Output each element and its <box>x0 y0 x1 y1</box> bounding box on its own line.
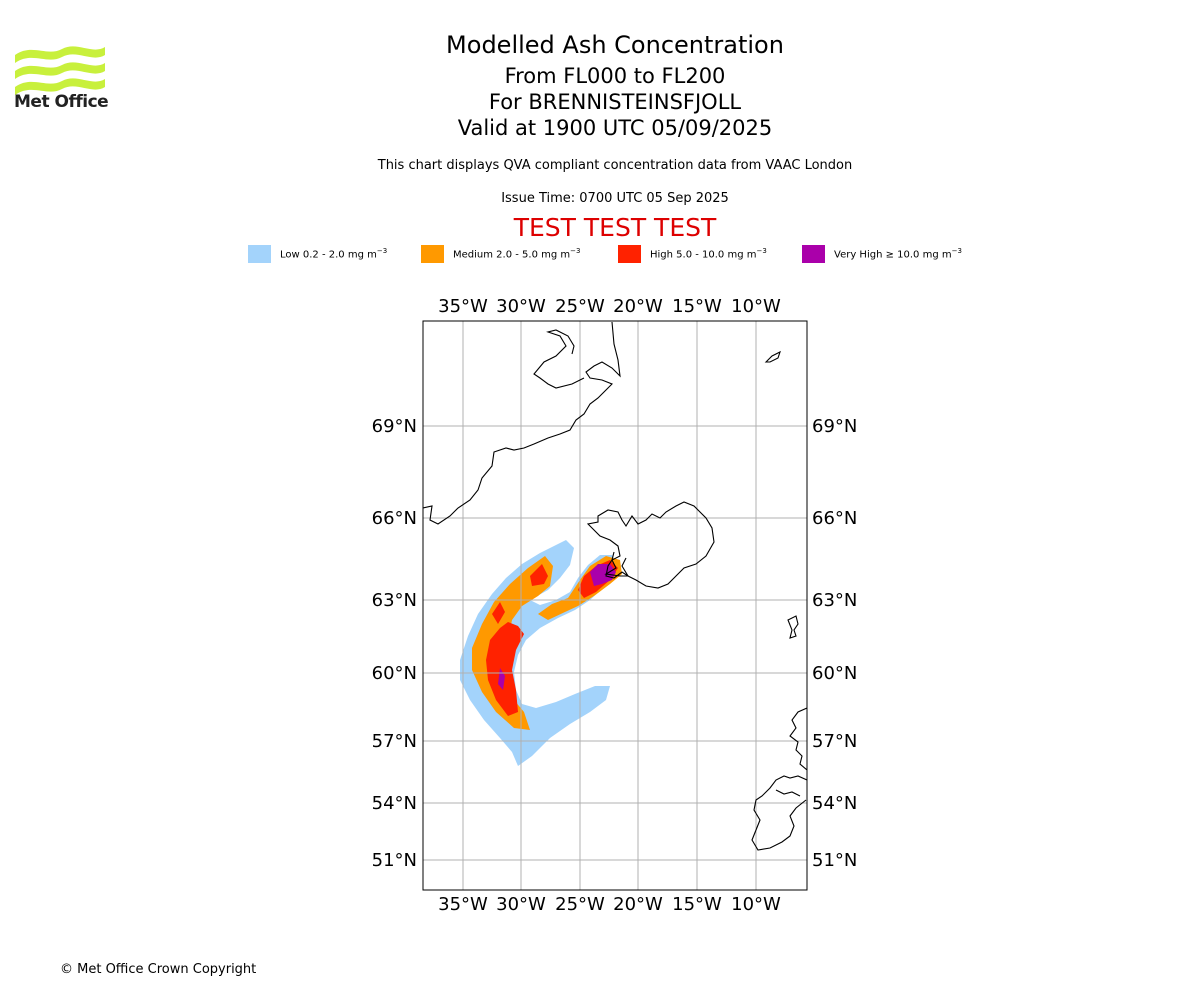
map-frame <box>423 321 807 890</box>
lat-ticks-left: 69°N 66°N 63°N 60°N 57°N 54°N 51°N <box>372 416 417 871</box>
lat-tick-right: 57°N <box>812 731 857 752</box>
lon-tick-bottom: 10°W <box>731 894 781 915</box>
lon-tick-top: 10°W <box>731 296 781 317</box>
scotland-coast <box>790 708 807 770</box>
lon-tick-top: 35°W <box>438 296 488 317</box>
lat-ticks-right: 69°N 66°N 63°N 60°N 57°N 54°N 51°N <box>812 416 857 871</box>
lat-tick-right: 66°N <box>812 508 857 529</box>
lat-tick-left: 51°N <box>372 850 417 871</box>
lon-tick-bottom: 25°W <box>555 894 605 915</box>
lon-ticks-bottom: 35°W 30°W 25°W 20°W 15°W 10°W <box>438 894 781 915</box>
lon-tick-top: 30°W <box>496 296 546 317</box>
lat-tick-left: 69°N <box>372 416 417 437</box>
lon-tick-bottom: 35°W <box>438 894 488 915</box>
lon-tick-top: 20°W <box>613 296 663 317</box>
map-gridlines <box>423 321 807 890</box>
copyright-notice: © Met Office Crown Copyright <box>60 962 256 977</box>
lon-tick-top: 15°W <box>672 296 722 317</box>
lon-ticks-top: 35°W 30°W 25°W 20°W 15°W 10°W <box>438 296 781 317</box>
lat-tick-right: 63°N <box>812 590 857 611</box>
lon-tick-top: 25°W <box>555 296 605 317</box>
ash-map: 35°W 30°W 25°W 20°W 15°W 10°W 35°W 30°W … <box>0 0 1200 1000</box>
lat-tick-right: 69°N <box>812 416 857 437</box>
lat-tick-left: 57°N <box>372 731 417 752</box>
lat-tick-left: 63°N <box>372 590 417 611</box>
jan-mayen <box>766 352 780 362</box>
coastlines <box>423 322 807 850</box>
lon-tick-bottom: 15°W <box>672 894 722 915</box>
lon-tick-bottom: 20°W <box>613 894 663 915</box>
faroe-islands <box>788 616 798 638</box>
lat-tick-left: 54°N <box>372 793 417 814</box>
lat-tick-right: 51°N <box>812 850 857 871</box>
ireland-uk-coast <box>752 776 807 850</box>
lat-tick-left: 60°N <box>372 663 417 684</box>
lon-tick-bottom: 30°W <box>496 894 546 915</box>
lat-tick-right: 60°N <box>812 663 857 684</box>
lat-tick-left: 66°N <box>372 508 417 529</box>
lat-tick-right: 54°N <box>812 793 857 814</box>
